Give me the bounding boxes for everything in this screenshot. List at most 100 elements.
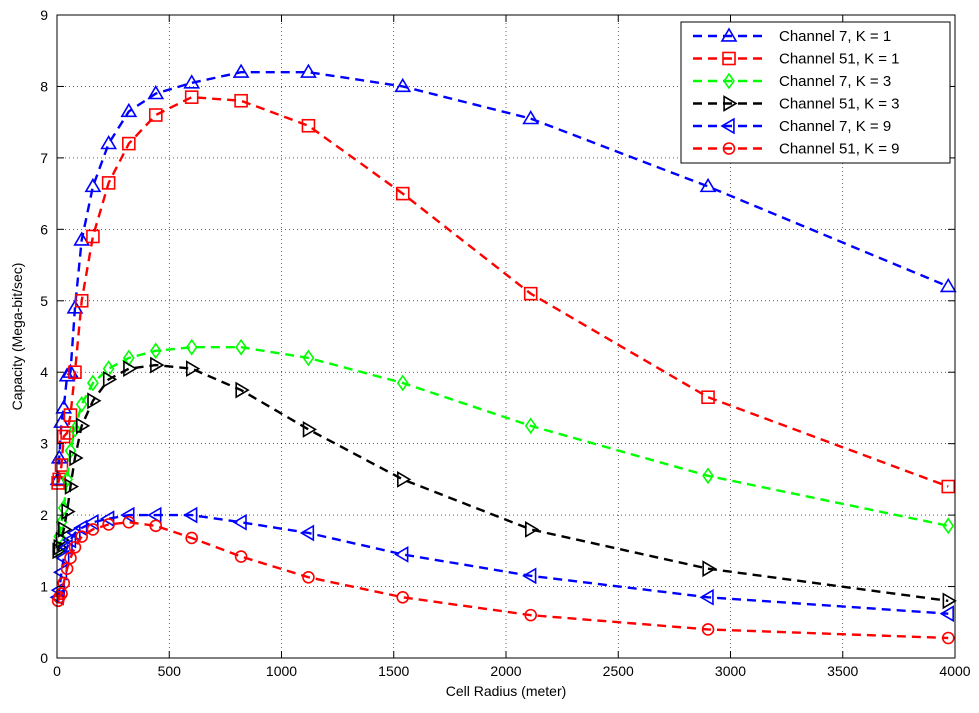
data-point [66,524,81,542]
data-point [522,110,540,125]
axis-ticks: 0 500 1000 1500 2000 2500 3000 3500 4000 0 1 2 3 4 5 6 7… [40,7,971,679]
legend-label: Channel 51, K = 3 [779,96,900,113]
legend-item: Channel 7, K = 9 [693,117,891,135]
legend-item: Channel 51, K = 3 [693,95,900,113]
data-point [396,374,409,392]
data-point [302,570,315,584]
data-point [299,524,315,542]
data-point [524,417,537,435]
series-4 [52,356,957,610]
data-point [702,467,714,485]
data-point [941,479,956,494]
data-point [232,513,247,531]
data-point [523,286,538,301]
data-point [522,567,537,585]
x-tick-label: 3000 [715,663,746,679]
data-point [302,349,315,367]
y-tick-label: 1 [40,579,48,595]
data-point [147,506,162,524]
data-point [234,93,248,108]
legend-label: Channel 7, K = 3 [779,73,891,90]
y-tick-label: 4 [40,364,48,380]
y-tick-label: 2 [40,507,48,523]
data-point [120,102,138,118]
data-point [62,363,79,378]
y-tick-label: 9 [40,7,48,23]
legend-marker [723,95,738,112]
data-point [147,85,165,100]
data-point [394,77,412,93]
data-point [61,470,73,488]
data-point [701,390,715,405]
data-point [395,186,410,201]
legend-label: Channel 7, K = 9 [779,118,891,135]
x-tick-label: 1000 [266,663,297,679]
data-point [68,540,82,554]
legend-label: Channel 7, K = 1 [779,28,891,45]
legend-marker [720,117,735,135]
x-tick-label: 1500 [378,663,409,679]
data-point [941,631,955,645]
data-point [84,513,99,531]
data-point [49,470,67,486]
data-point [102,518,115,531]
data-point [702,560,717,578]
grid-lines [57,15,955,658]
data-point [939,277,957,293]
series-line [56,95,949,488]
data-point [64,551,77,565]
y-axis-label: Capacity (Mega-bit/sec) [9,263,25,411]
y-tick-label: 6 [40,221,48,237]
data-point [394,546,409,563]
data-point [235,381,250,399]
data-point [942,517,955,535]
y-tick-label: 3 [40,436,48,452]
x-tick-label: 3500 [827,663,858,679]
y-tick-label: 7 [40,150,48,166]
data-point [183,506,198,524]
data-point [524,521,540,538]
data-point [52,563,68,581]
data-point [57,576,71,590]
legend-box [680,21,951,164]
series-line [56,346,949,551]
legend-marker [723,72,735,90]
x-tick-label: 2000 [490,663,521,679]
data-point [300,63,317,78]
data-point [100,135,118,150]
data-point [58,538,73,556]
data-point [58,521,73,538]
data-point [69,449,84,467]
data-point [301,118,316,133]
data-point [73,231,91,246]
legend-item: Channel 51, K = 1 [693,51,900,68]
data-point [102,370,118,388]
legend-label: Channel 51, K = 1 [779,51,900,68]
x-tick-label: 0 [53,663,61,679]
data-point [61,503,76,520]
data-point [63,408,78,422]
data-point [701,623,715,636]
data-point [396,590,410,604]
data-point [87,374,99,392]
data-point [87,392,102,410]
data-point [185,531,198,545]
data-point [185,338,198,356]
x-tick-label: 2500 [603,663,634,679]
data-point [68,365,82,380]
data-point [232,63,250,78]
legend-item: Channel 7, K = 3 [693,72,891,90]
legend-label: Channel 51, K = 9 [779,141,900,158]
data-point [524,608,537,622]
data-point [302,420,318,438]
legend: Channel 7, K = 1 Channel 51, K = 1 Channel… [680,21,951,164]
series-line [56,363,949,603]
data-point [55,549,70,567]
data-point [942,592,957,610]
x-tick-label: 4000 [939,663,970,679]
legend-item: Channel 7, K = 1 [693,27,891,45]
data-point [61,531,77,549]
legend-marker [720,27,738,42]
data-point [186,360,201,378]
